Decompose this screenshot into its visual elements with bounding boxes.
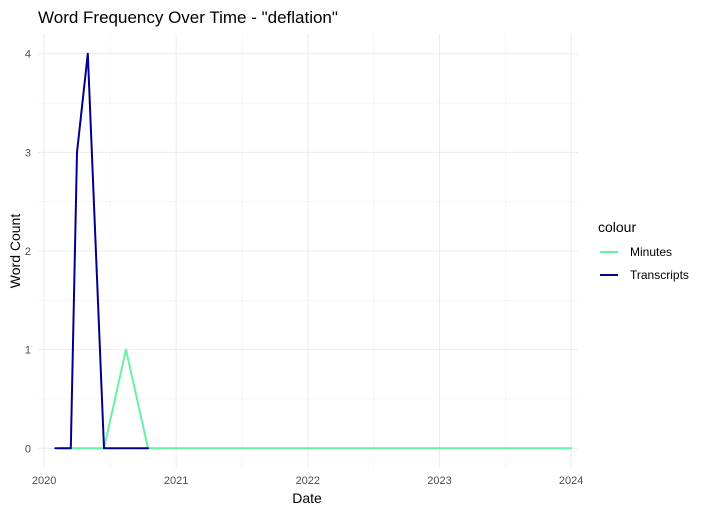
legend-label-minutes: Minutes — [630, 245, 672, 259]
series-layer — [54, 52, 573, 450]
y-tick-label: 2 — [25, 246, 31, 258]
series-line-minutes — [59, 348, 573, 450]
x-tick-labels: 2020 2021 2022 2023 2024 — [32, 475, 583, 487]
x-axis-label: Date — [292, 490, 322, 506]
legend-label-transcripts: Transcripts — [630, 268, 689, 282]
x-tick-label: 2023 — [427, 475, 451, 487]
x-tick-label: 2020 — [32, 475, 56, 487]
chart-title: Word Frequency Over Time - "deflation" — [38, 8, 338, 27]
x-tick-label: 2024 — [559, 475, 583, 487]
series-line-transcripts — [54, 52, 149, 450]
grid-layer — [38, 34, 578, 468]
legend-items: Minutes Transcripts — [600, 245, 689, 282]
y-tick-label: 1 — [25, 345, 31, 357]
y-tick-label: 3 — [25, 147, 31, 159]
y-tick-label: 0 — [25, 443, 31, 455]
legend-title: colour — [598, 219, 636, 235]
x-tick-label: 2021 — [164, 475, 188, 487]
y-axis-label: Word Count — [7, 214, 23, 289]
y-tick-labels: 0 1 2 3 4 — [25, 49, 31, 456]
x-tick-label: 2022 — [296, 475, 320, 487]
legend: colour Minutes Transcripts — [598, 219, 689, 282]
y-tick-label: 4 — [25, 49, 31, 61]
